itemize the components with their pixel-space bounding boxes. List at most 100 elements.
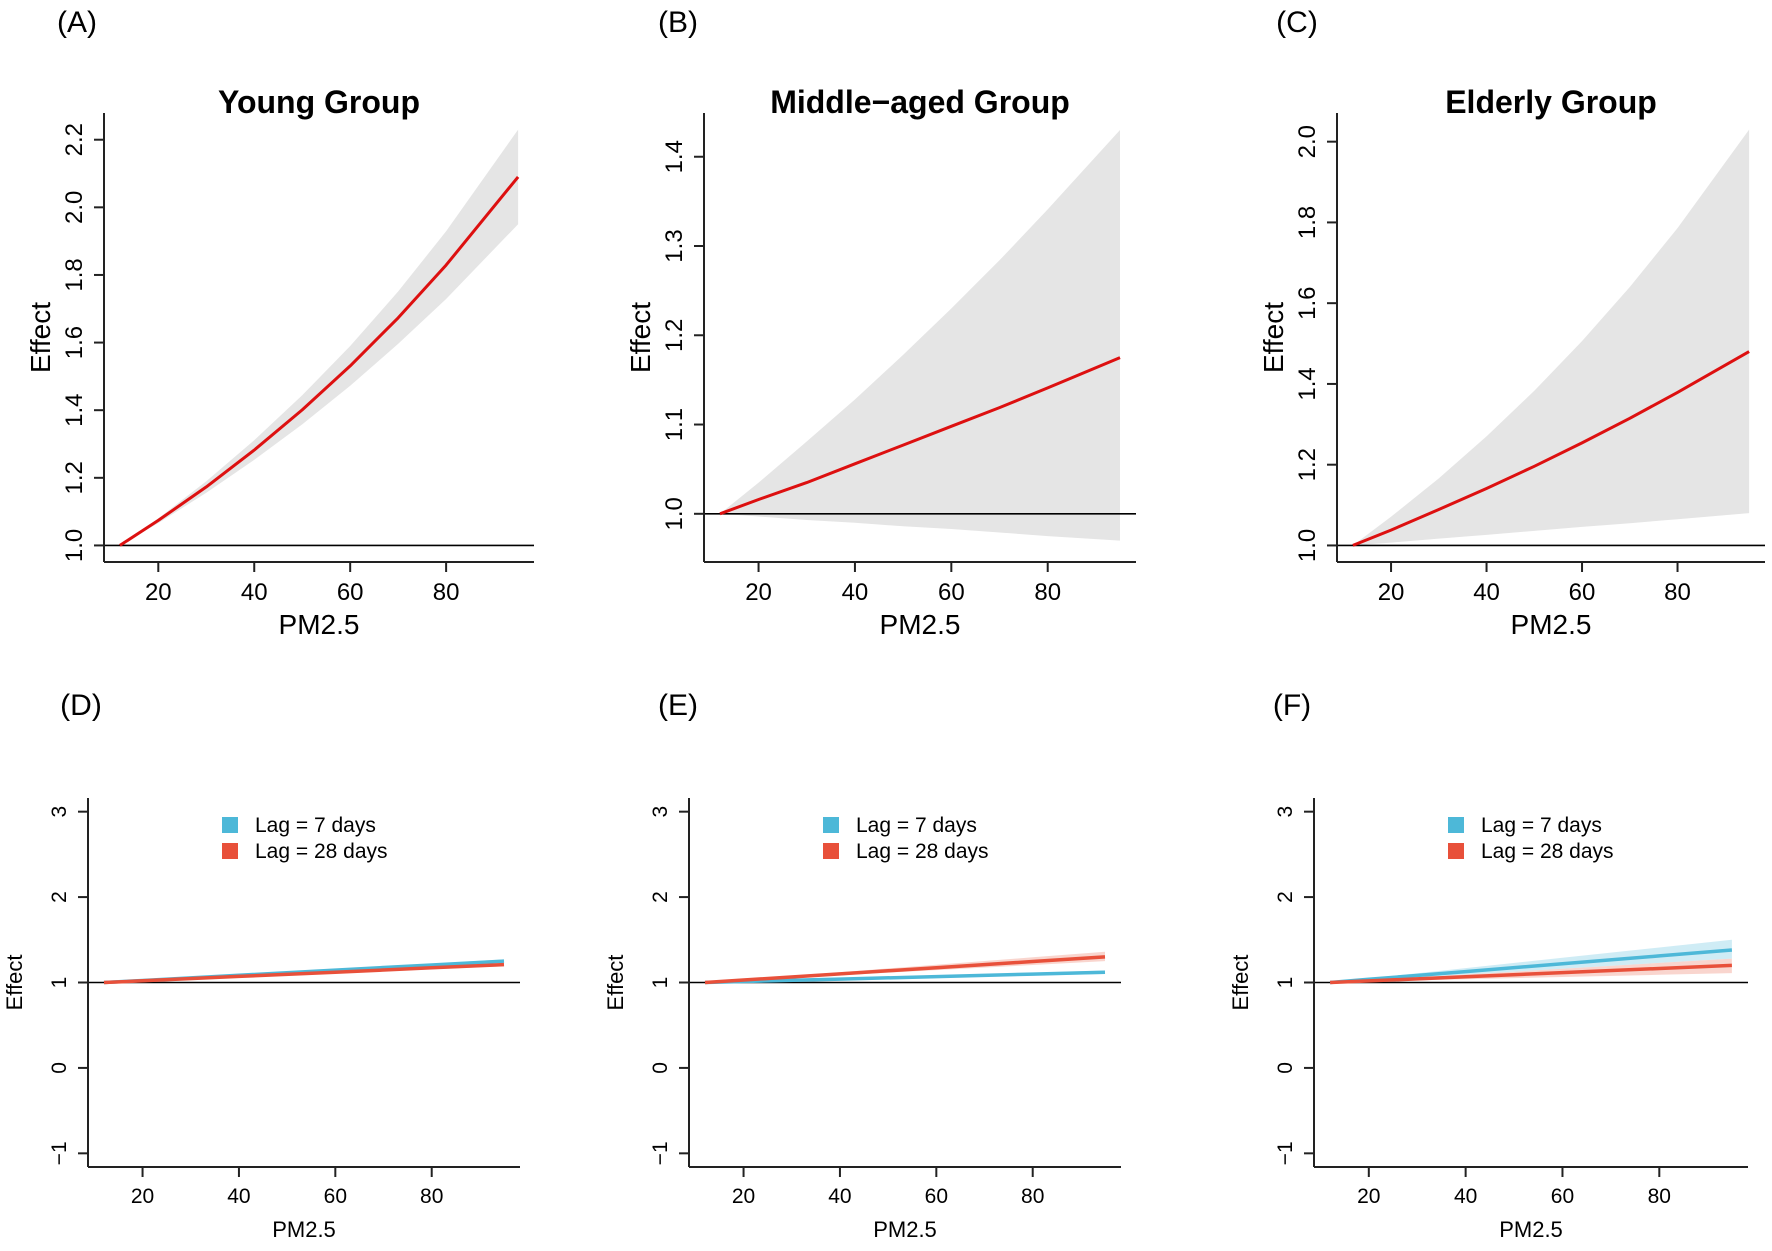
x-axis-label: PM2.5: [873, 1217, 937, 1242]
chart-title: Young Group: [218, 84, 420, 120]
confidence-band-0: [119, 129, 519, 546]
y-tick-label: 2.2: [61, 123, 88, 156]
x-tick-label: 20: [1378, 579, 1405, 606]
legend-swatch: [222, 843, 238, 859]
legend-swatch: [222, 817, 238, 833]
y-tick-label: 1: [649, 977, 672, 989]
y-tick-label: 1.2: [1294, 448, 1321, 481]
legend-swatch: [1448, 843, 1464, 859]
confidence-band-1: [1330, 958, 1732, 983]
y-tick-label: 0: [649, 1062, 672, 1074]
y-tick-label: 3: [649, 806, 672, 818]
y-tick-label: 1.0: [661, 497, 688, 530]
y-tick-label: 3: [48, 806, 71, 818]
x-tick-label: 20: [145, 579, 172, 606]
confidence-band-0: [1330, 939, 1732, 983]
legend-entry: Lag = 28 days: [856, 840, 989, 863]
y-tick-label: −1: [48, 1141, 71, 1165]
legend-swatch: [1448, 817, 1464, 833]
y-axis-label: Effect: [1228, 955, 1253, 1011]
legend-entry: Lag = 7 days: [255, 814, 376, 837]
x-tick-label: 60: [925, 1185, 948, 1208]
panel-d: (D) 20 40 60 80 −1 0 1 2 3 PM2.5 Effect Lag = 7 days…: [2, 689, 520, 1242]
y-axis-label: Effect: [603, 955, 628, 1011]
y-tick-label: 1.2: [61, 461, 88, 494]
confidence-band-1: [705, 951, 1105, 983]
y-tick-label: −1: [649, 1141, 672, 1165]
series-line-0: [119, 175, 520, 547]
y-tick-label: 1: [48, 977, 71, 989]
x-tick-label: 80: [1034, 579, 1061, 606]
panel-label: (E): [658, 689, 698, 722]
y-tick-label: 1.2: [661, 319, 688, 352]
y-tick-label: 2: [48, 891, 71, 903]
series-line-1: [704, 955, 1106, 985]
y-tick-label: 1.1: [661, 408, 688, 441]
series-line-1: [103, 962, 505, 985]
panel-f: (F) 20 40 60 80 −1 0 1 2 3 PM2.5 Effect Lag = 7 days…: [1228, 689, 1748, 1242]
x-axis-label: PM2.5: [279, 609, 360, 640]
y-tick-label: 1.0: [61, 529, 88, 562]
x-tick-label: 60: [337, 579, 364, 606]
panel-c: (C) Elderly Group 20 40 60 80 1.0 1.2 1.4 1.6 1.8 2…: [1258, 6, 1765, 640]
y-axis-label: Effect: [25, 302, 56, 373]
x-tick-label: 80: [420, 1185, 443, 1208]
series-line-0: [719, 356, 1121, 516]
y-axis-label: Effect: [2, 955, 27, 1011]
x-tick-label: 20: [732, 1185, 755, 1208]
panel-a: (A) Young Group 20 40 60 80 1.0 1.2 1.4 1.6 1.8 2.0…: [25, 6, 534, 640]
x-tick-label: 40: [842, 579, 869, 606]
legend-swatch: [823, 817, 839, 833]
y-tick-label: 0: [48, 1062, 71, 1074]
x-tick-label: 60: [324, 1185, 347, 1208]
y-tick-label: 1.4: [661, 140, 688, 173]
legend-swatch: [823, 843, 839, 859]
y-axis-label: Effect: [625, 302, 656, 373]
y-tick-label: 1.4: [61, 394, 88, 427]
y-tick-label: 2: [1274, 891, 1297, 903]
y-tick-label: 1.8: [1294, 206, 1321, 239]
legend-entry: Lag = 7 days: [1481, 814, 1602, 837]
legend-entry: Lag = 7 days: [856, 814, 977, 837]
x-axis-label: PM2.5: [1499, 1217, 1563, 1242]
y-axis-label: Effect: [1258, 302, 1289, 373]
confidence-band-0: [720, 130, 1120, 541]
y-tick-label: 3: [1274, 806, 1297, 818]
y-tick-label: 1.6: [1294, 286, 1321, 319]
y-tick-label: 1: [1274, 977, 1297, 989]
x-tick-label: 40: [828, 1185, 851, 1208]
x-tick-label: 40: [241, 579, 268, 606]
panel-b: (B) Middle−aged Group 20 40 60 80 1.0 1.1 1.2 1.3…: [625, 6, 1136, 640]
panel-label: (F): [1273, 689, 1311, 722]
y-tick-label: 1.6: [61, 326, 88, 359]
x-tick-label: 60: [1551, 1185, 1574, 1208]
panel-e: (E) 20 40 60 80 −1 0 1 2 3 PM2.5 Effect Lag = 7 days…: [603, 689, 1121, 1242]
y-tick-label: 1.3: [661, 229, 688, 262]
chart-title: Elderly Group: [1445, 84, 1657, 120]
confidence-band-0: [1352, 129, 1750, 546]
x-axis-label: PM2.5: [880, 609, 961, 640]
y-tick-label: 1.8: [61, 258, 88, 291]
x-tick-label: 80: [1021, 1185, 1044, 1208]
legend-entry: Lag = 28 days: [1481, 840, 1614, 863]
y-tick-label: 0: [1274, 1062, 1297, 1074]
x-tick-label: 40: [1454, 1185, 1477, 1208]
series-line-0: [1352, 350, 1750, 547]
x-tick-label: 60: [1569, 579, 1596, 606]
y-tick-label: 2.0: [61, 191, 88, 224]
y-tick-label: −1: [1274, 1141, 1297, 1165]
x-axis-label: PM2.5: [1511, 609, 1592, 640]
y-tick-label: 1.4: [1294, 367, 1321, 400]
series-line-1: [1330, 963, 1732, 985]
x-tick-label: 80: [433, 579, 460, 606]
x-tick-label: 20: [1357, 1185, 1380, 1208]
panel-label: (A): [57, 6, 97, 39]
x-tick-label: 20: [745, 579, 772, 606]
x-tick-label: 20: [131, 1185, 154, 1208]
y-tick-label: 1.0: [1294, 529, 1321, 562]
chart-title: Middle−aged Group: [770, 84, 1070, 120]
legend-entry: Lag = 28 days: [255, 840, 388, 863]
x-tick-label: 80: [1648, 1185, 1671, 1208]
